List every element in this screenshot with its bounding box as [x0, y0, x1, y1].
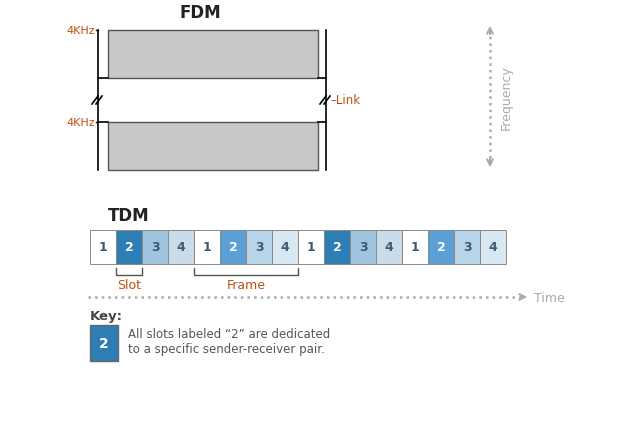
- Bar: [298, 230, 324, 265]
- Text: Key:: Key:: [90, 309, 123, 322]
- Text: Frequency: Frequency: [500, 65, 513, 130]
- Bar: [90, 325, 118, 361]
- Bar: [272, 230, 298, 265]
- Bar: [428, 230, 454, 265]
- Text: 1: 1: [98, 241, 107, 254]
- Text: to a specific sender-receiver pair.: to a specific sender-receiver pair.: [128, 342, 325, 355]
- Text: 2: 2: [436, 241, 446, 254]
- Bar: [480, 230, 506, 265]
- Bar: [324, 230, 350, 265]
- Bar: [142, 230, 168, 265]
- Bar: [454, 230, 480, 265]
- Text: 4: 4: [384, 241, 394, 254]
- Bar: [90, 230, 116, 265]
- Bar: [376, 230, 402, 265]
- Text: 3: 3: [462, 241, 471, 254]
- Text: Frame: Frame: [227, 279, 266, 291]
- Text: 4KHz: 4KHz: [66, 26, 95, 36]
- Text: TDM: TDM: [108, 207, 150, 225]
- Text: 2: 2: [228, 241, 237, 254]
- Bar: [168, 230, 194, 265]
- Bar: [116, 230, 142, 265]
- Text: FDM: FDM: [179, 4, 221, 22]
- Text: 1: 1: [410, 241, 420, 254]
- Text: 2: 2: [124, 241, 133, 254]
- Text: 1: 1: [202, 241, 211, 254]
- Text: Time: Time: [534, 291, 565, 304]
- Text: 4KHz: 4KHz: [66, 118, 95, 128]
- Bar: [108, 123, 318, 171]
- Text: –Link: –Link: [330, 94, 360, 107]
- Text: All slots labeled “2” are dedicated: All slots labeled “2” are dedicated: [128, 327, 331, 340]
- Bar: [350, 230, 376, 265]
- Bar: [402, 230, 428, 265]
- Text: 2: 2: [332, 241, 341, 254]
- Bar: [220, 230, 246, 265]
- Bar: [108, 31, 318, 79]
- Text: 3: 3: [358, 241, 367, 254]
- Text: Slot: Slot: [117, 279, 141, 291]
- Text: 3: 3: [254, 241, 263, 254]
- Text: 1: 1: [306, 241, 315, 254]
- Bar: [246, 230, 272, 265]
- Text: 4: 4: [488, 241, 498, 254]
- Text: 4: 4: [280, 241, 289, 254]
- Text: 2: 2: [99, 336, 109, 350]
- Text: 4: 4: [176, 241, 185, 254]
- Bar: [194, 230, 220, 265]
- Text: 3: 3: [150, 241, 159, 254]
